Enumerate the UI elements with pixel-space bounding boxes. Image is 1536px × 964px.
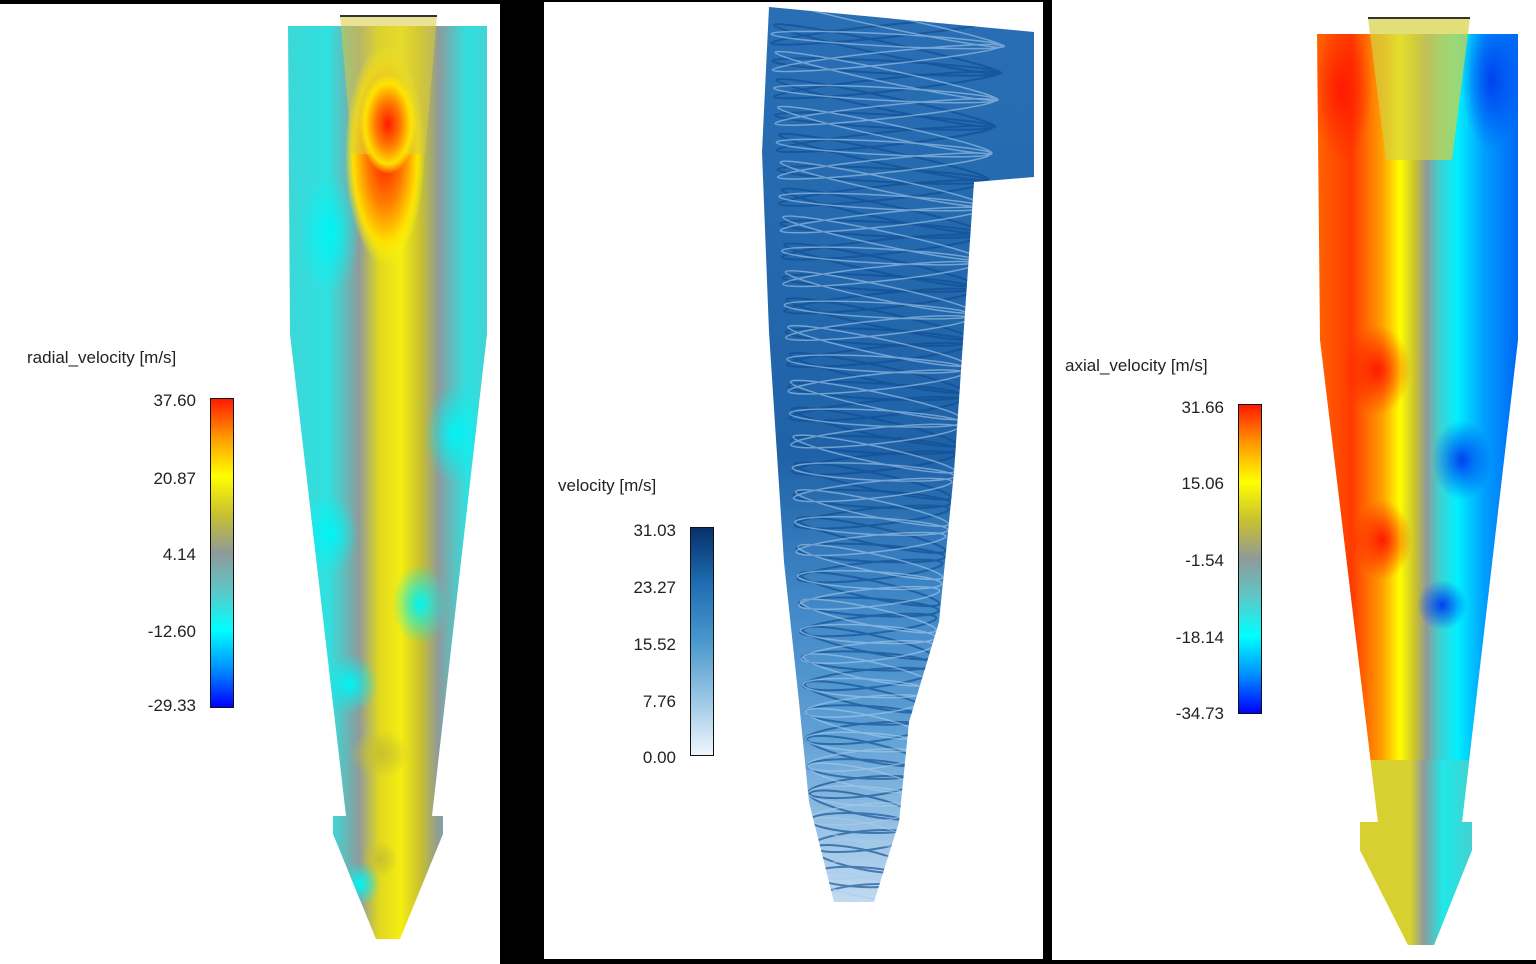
colorbar-tick: -29.33 — [147, 696, 196, 715]
colorbar-tick: 20.87 — [153, 469, 196, 488]
colorbar-tick: 15.06 — [1181, 474, 1224, 493]
colorbar-tick: -12.60 — [147, 622, 196, 641]
colorbar-tick: 7.76 — [642, 692, 676, 711]
colorbar-tick: -1.54 — [1185, 551, 1224, 570]
colorbar — [1238, 404, 1262, 714]
colorbar — [210, 398, 234, 708]
velocity-streamlines — [762, 7, 1034, 902]
radial-velocity-panel: radial_velocity [m/s] 37.60 20.87 4.14 -… — [0, 4, 500, 964]
colorbar-tick: 37.60 — [153, 391, 196, 410]
colorbar-tick: 0.00 — [642, 748, 676, 767]
colorbar-tick: -18.14 — [1175, 628, 1224, 647]
legend-title: axial_velocity [m/s] — [1065, 356, 1208, 375]
legend-title: velocity [m/s] — [558, 476, 657, 495]
velocity-streamlines-panel: velocity [m/s] 31.03 23.27 15.52 7.76 0.… — [544, 2, 1043, 959]
colorbar-tick: 31.66 — [1181, 398, 1224, 417]
colorbar-tick: 31.03 — [633, 521, 676, 540]
radial-velocity-contour — [288, 15, 487, 939]
legend-title: radial_velocity [m/s] — [27, 348, 177, 367]
colorbar-tick: 4.14 — [162, 545, 196, 564]
axial-velocity-panel: axial_velocity [m/s] 31.66 15.06 -1.54 -… — [1052, 0, 1536, 960]
colorbar-tick: 23.27 — [633, 578, 676, 597]
colorbar-tick: 15.52 — [633, 635, 676, 654]
colorbar-tick: -34.73 — [1175, 704, 1224, 723]
axial-velocity-contour — [1317, 17, 1518, 945]
colorbar — [690, 527, 714, 756]
